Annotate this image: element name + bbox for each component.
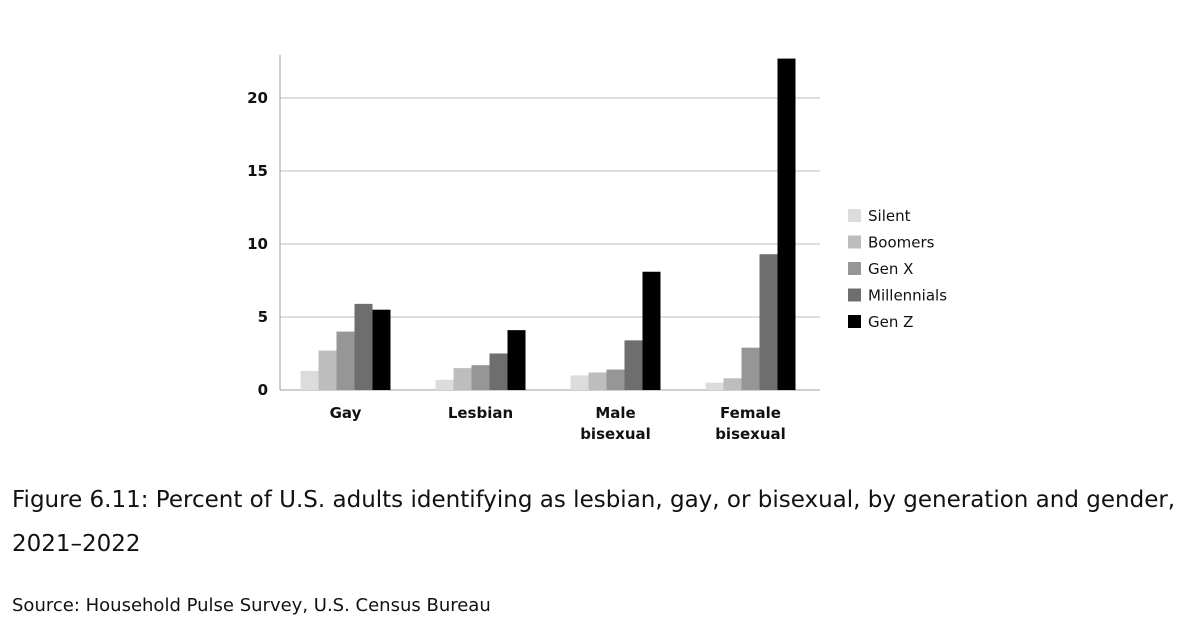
y-tick-label: 5 xyxy=(258,308,268,326)
y-tick-label: 0 xyxy=(258,381,268,399)
bar-boomers-1 xyxy=(453,368,472,390)
category-label: Gay xyxy=(330,404,362,422)
category-label: Lesbian xyxy=(448,404,513,422)
bar-boomers-3 xyxy=(723,378,742,390)
bar-gen-z-1 xyxy=(507,330,526,390)
bar-silent-0 xyxy=(300,371,319,390)
bar-boomers-2 xyxy=(588,372,607,390)
legend-label: Gen Z xyxy=(868,313,913,331)
bar-millennials-0 xyxy=(354,303,373,390)
category-label: Male bisexual xyxy=(580,404,651,443)
bar-gen-x-3 xyxy=(741,347,760,390)
bar-gen-z-2 xyxy=(642,271,661,390)
bar-silent-2 xyxy=(570,375,589,390)
y-tick-label: 15 xyxy=(247,162,268,180)
source-note: Source: Household Pulse Survey, U.S. Cen… xyxy=(12,595,491,616)
legend: Silent Boomers Gen X Millennials Gen Z xyxy=(848,207,947,331)
bars xyxy=(300,58,796,390)
bar-silent-1 xyxy=(435,379,454,390)
legend-swatch-gen-x xyxy=(848,262,861,275)
bar-gen-z-3 xyxy=(777,58,796,390)
bar-millennials-1 xyxy=(489,353,508,390)
bar-gen-x-0 xyxy=(336,331,355,390)
bar-millennials-3 xyxy=(759,254,778,390)
legend-label: Millennials xyxy=(868,287,947,305)
y-tick-label: 20 xyxy=(247,89,268,107)
bar-silent-3 xyxy=(705,382,724,390)
category-label: Female bisexual xyxy=(715,404,786,443)
legend-label: Boomers xyxy=(868,234,935,252)
bar-gen-z-0 xyxy=(372,309,391,390)
bar-chart: 0 5 10 15 20 Gay Lesbian Male bisexual Female bis… xyxy=(247,55,947,443)
y-tick-labels: 0 5 10 15 20 xyxy=(247,89,268,399)
legend-label: Silent xyxy=(868,207,911,225)
legend-swatch-gen-z xyxy=(848,315,861,328)
legend-swatch-silent xyxy=(848,209,861,222)
legend-swatch-millennials xyxy=(848,288,861,302)
bar-gen-x-1 xyxy=(471,365,490,390)
legend-label: Gen X xyxy=(868,260,913,278)
gridlines xyxy=(280,97,820,318)
bar-gen-x-2 xyxy=(606,369,625,390)
bar-boomers-0 xyxy=(318,350,337,390)
bar-millennials-2 xyxy=(624,340,643,390)
y-tick-label: 10 xyxy=(247,235,268,253)
category-labels: Gay Lesbian Male bisexual Female bisexual xyxy=(330,404,786,443)
figure-caption: Figure 6.11: Percent of U.S. adults iden… xyxy=(12,487,1176,557)
legend-swatch-boomers xyxy=(848,235,861,249)
